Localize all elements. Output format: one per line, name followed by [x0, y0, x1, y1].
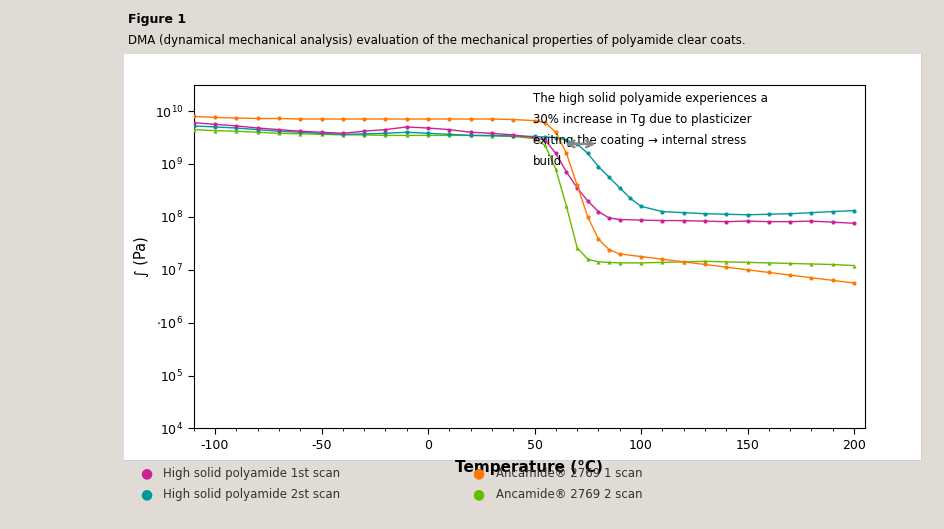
Text: DMA (dynamical mechanical analysis) evaluation of the mechanical properties of p: DMA (dynamical mechanical analysis) eval… — [127, 34, 745, 48]
Text: ●: ● — [472, 488, 484, 501]
Text: High solid polyamide 2st scan: High solid polyamide 2st scan — [163, 488, 340, 501]
Text: ●: ● — [472, 467, 484, 480]
Text: Ancamide® 2769 1 scan: Ancamide® 2769 1 scan — [496, 467, 642, 480]
Text: Ancamide® 2769 2 scan: Ancamide® 2769 2 scan — [496, 488, 642, 501]
X-axis label: Temperature (°C): Temperature (°C) — [455, 460, 602, 475]
Text: High solid polyamide 1st scan: High solid polyamide 1st scan — [163, 467, 340, 480]
Text: The high solid polyamide experiences a
30% increase in Tg due to plasticizer
exi: The high solid polyamide experiences a 3… — [532, 92, 767, 168]
Text: ●: ● — [140, 467, 152, 480]
Y-axis label: ∫ (Pa): ∫ (Pa) — [134, 236, 149, 277]
Text: ●: ● — [140, 488, 152, 501]
Text: Figure 1: Figure 1 — [127, 13, 186, 26]
